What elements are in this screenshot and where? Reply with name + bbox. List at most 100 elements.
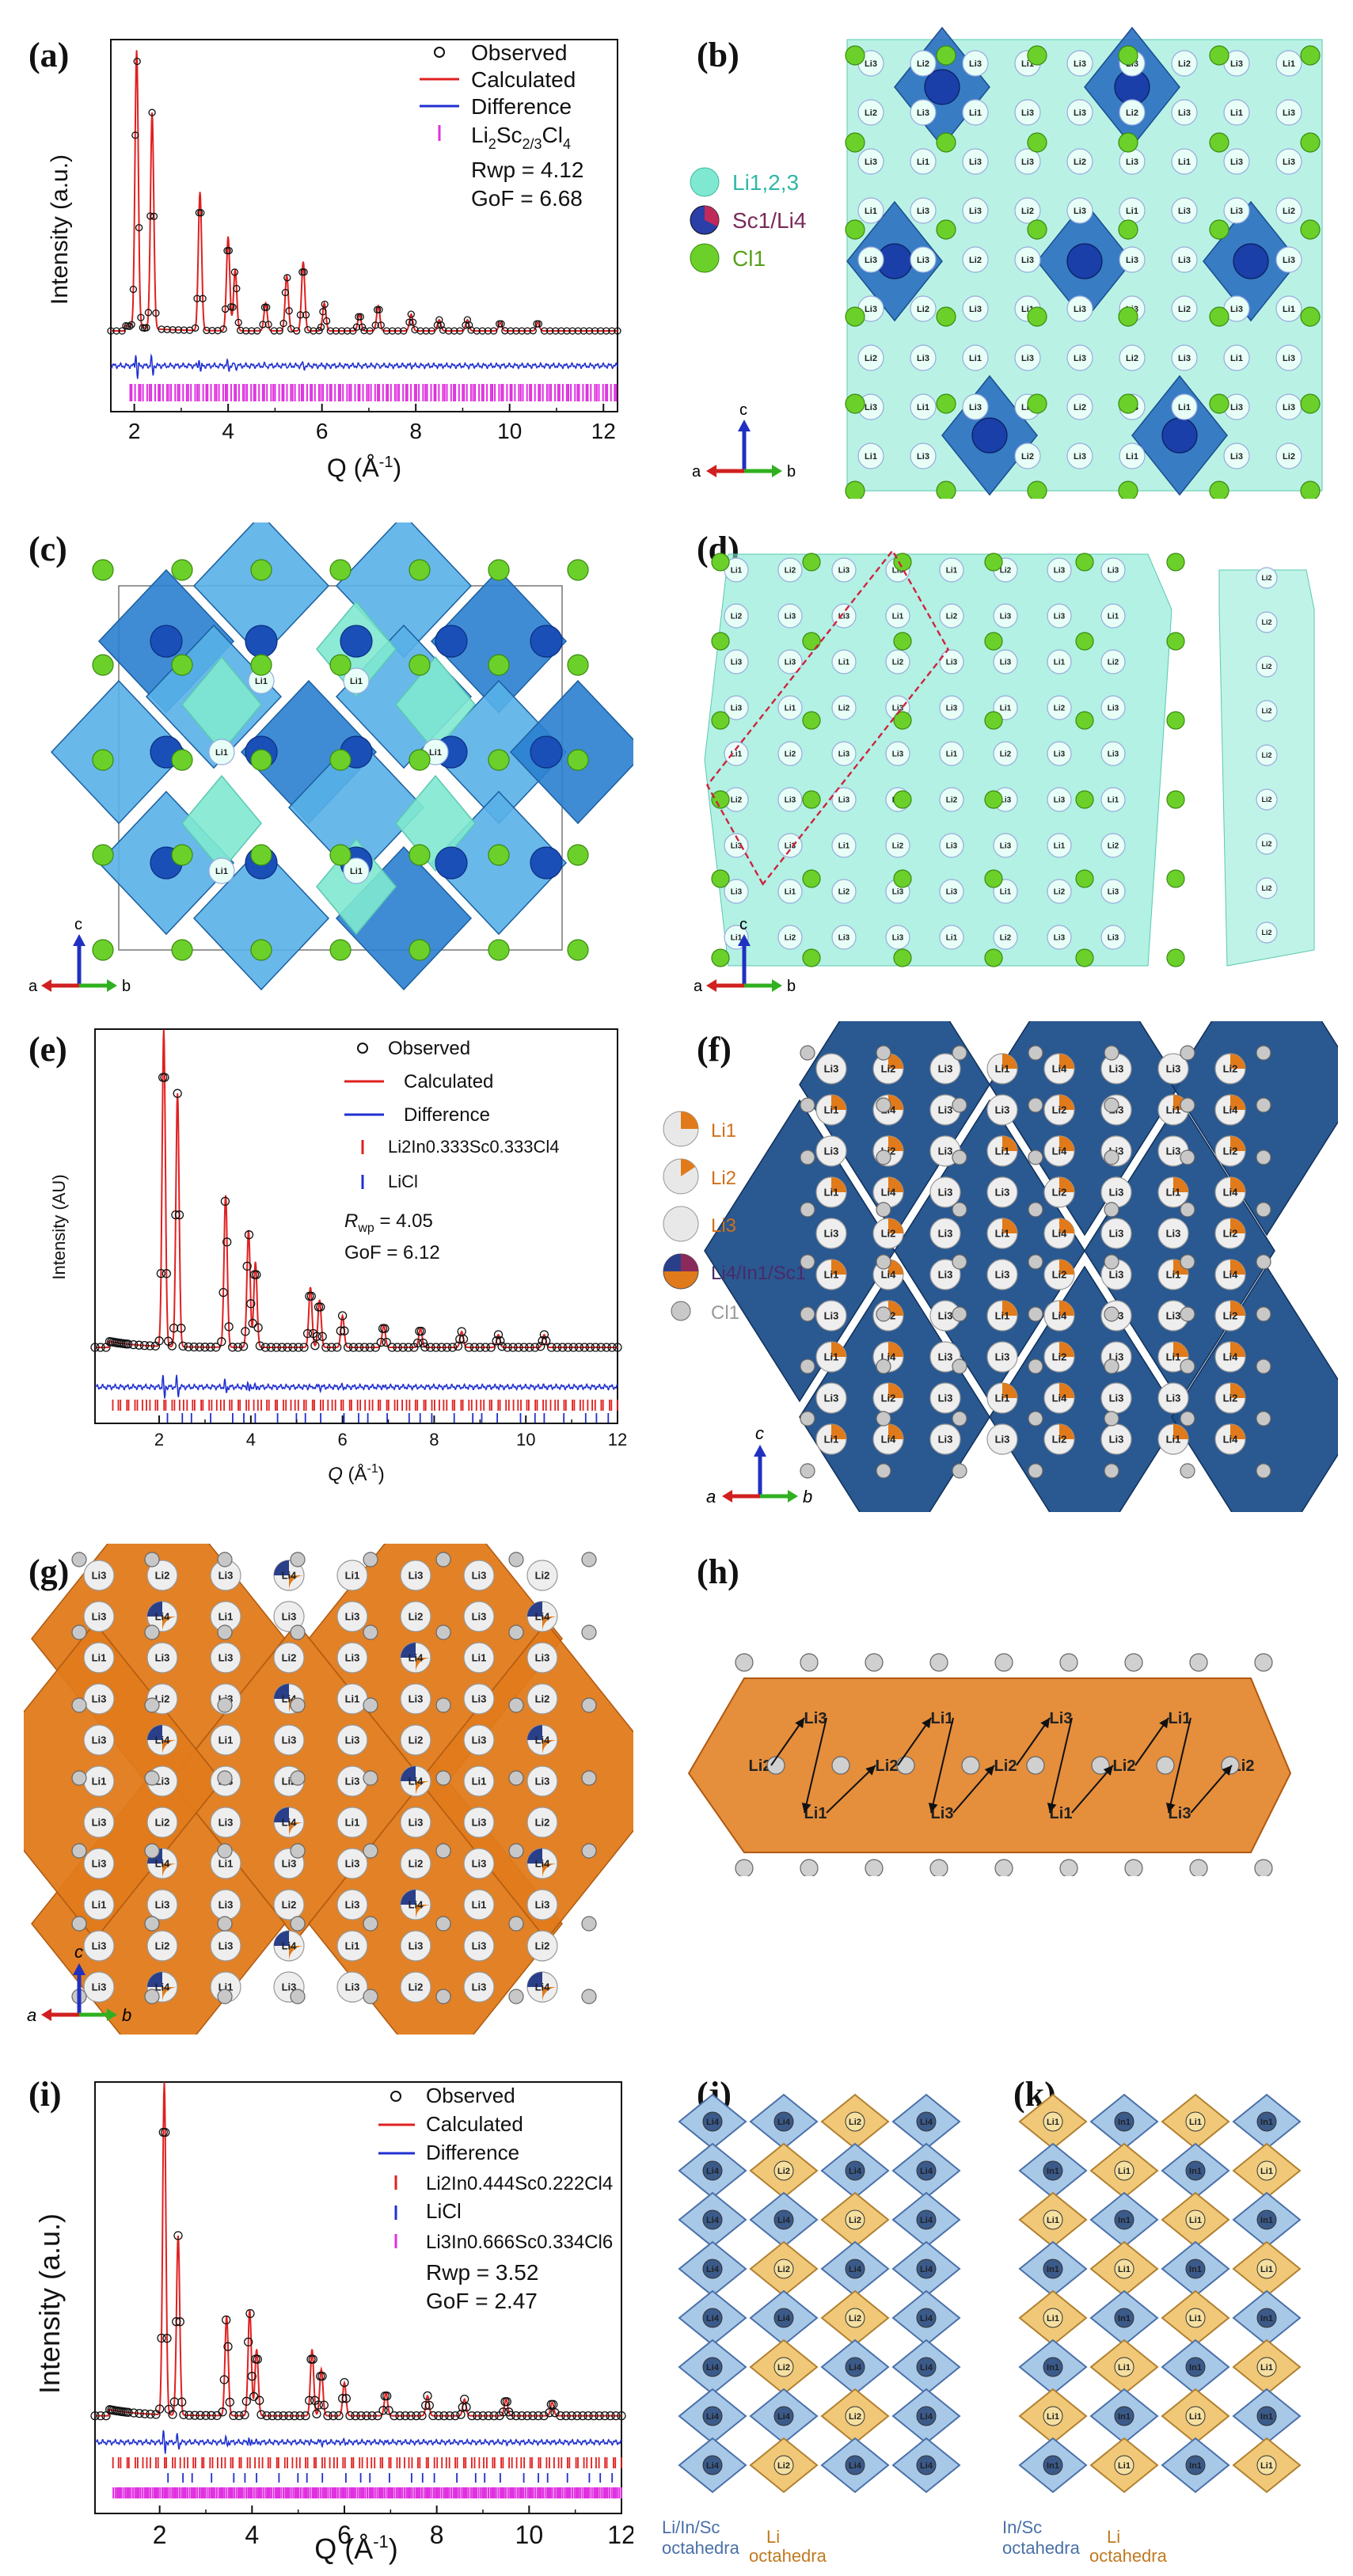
observed-point [310,1341,320,1351]
cl1-atom [1075,869,1094,888]
cl1-atom [929,1859,948,1876]
li-atom [1223,197,1250,224]
difference-line [110,353,618,379]
cl1-atom [876,1202,891,1218]
atom-label: Li1 [1047,2412,1059,2422]
atom-label: Li2 [731,796,743,805]
cl1-atom [1104,1411,1119,1427]
observed-point [234,318,242,327]
observed-point [613,1343,622,1352]
atom-label: Li3 [938,1146,953,1157]
observed-point [199,294,207,302]
occupancy-wedge [527,1848,542,1864]
atom-label: Li3 [731,705,743,713]
observed-point [96,2411,105,2421]
sc1-li4-atom [1233,243,1269,279]
observed-point [552,327,560,335]
li-atom [336,1930,368,1962]
observed-point [549,2399,558,2409]
li-atom [400,1724,431,1756]
observed-point [557,327,565,335]
center-atom [773,2357,794,2377]
atom-label: Li3 [472,1940,487,1952]
atom-label: Li3 [409,1693,424,1705]
atom-label: Li1 [824,1434,839,1446]
atom-label: Li1 [1054,659,1066,667]
observed-point [172,2317,181,2327]
atom-label: Li2 [1178,305,1191,314]
observed-point [219,2375,229,2384]
panel-label-i: (i) [29,2075,62,2114]
atom-label: Li3 [1283,158,1295,167]
observed-point [416,327,424,335]
cl1-atom [1256,1463,1271,1479]
li-atom [1066,393,1093,420]
li-atom [962,344,989,371]
cl1-atom [1027,132,1047,153]
occupancy-wedge [1059,1095,1074,1110]
li-atom [993,833,1018,858]
atom-label: Li2 [1261,884,1271,892]
atom-label: Li3 [946,705,958,713]
li-atom [1256,788,1278,811]
atom-label: Li2 [1283,452,1295,462]
atom-label: Li3 [1178,108,1191,118]
li-atom [929,1053,961,1085]
j-caption-line3: Li [766,2527,780,2547]
sc1-li4-atom [245,625,278,658]
occupancy-wedge [1230,1177,1245,1192]
li-atom [463,1683,495,1715]
observed-point [497,320,505,328]
atom-label: In1 [1189,2167,1202,2176]
observed-point [177,2397,187,2407]
panel-label-c: (c) [29,530,67,568]
li-atom [1100,925,1126,950]
k-caption-line4: octahedra [1089,2546,1168,2565]
atom-label: Li1 [995,1063,1010,1075]
cl1-atom [71,1843,87,1859]
li-atom [724,695,749,720]
atom-label: Li4 [881,1269,897,1281]
cl1-atom [936,219,956,240]
atom-label: Li4 [777,2118,791,2127]
observed-point [173,1089,182,1098]
atom-label: Li3 [345,1858,360,1870]
cl1-atom [929,1653,948,1672]
li-atom [526,1560,558,1591]
cl1-atom [711,553,730,572]
cl1-atom [409,749,431,771]
occupancy-wedge [527,1601,542,1617]
center-atom [773,2308,794,2328]
observed-point [365,1343,375,1352]
li-atom [962,197,989,224]
plot-i-rwp: Rwp = 3.52 [426,2260,538,2285]
x-tick-label: 12 [591,419,616,443]
observed-point [233,1343,243,1352]
cl1-atom [711,869,730,888]
atom-label: Li3 [917,452,929,462]
cl1-atom [435,1552,451,1567]
atom-label: Li4 [155,1611,171,1623]
atom-label: Li4 [920,2363,933,2373]
axis-c: c [74,1942,83,1962]
observed-point [228,1343,238,1352]
atom-label: Li1 [931,1710,954,1727]
li-atom [1100,833,1126,858]
center-atom [773,2406,794,2426]
center-atom [1185,2111,1206,2132]
cl1-atom [1156,1756,1175,1775]
center-atom [1043,2308,1063,2328]
observed-point [591,327,599,335]
axis-b: b [787,463,796,481]
observed-point [445,327,453,335]
center-atom [1185,2406,1206,2426]
cl1-atom [1180,1358,1195,1374]
observed-point [458,1334,469,1344]
cl1-atom [1209,481,1229,499]
legend-cl1: Cl1 [732,246,766,271]
li-atom [1256,700,1278,722]
observed-point [405,318,413,326]
cl1-atom [329,559,352,581]
atom-label: Li3 [1178,354,1191,363]
atom-label: Li4 [535,1981,551,1993]
